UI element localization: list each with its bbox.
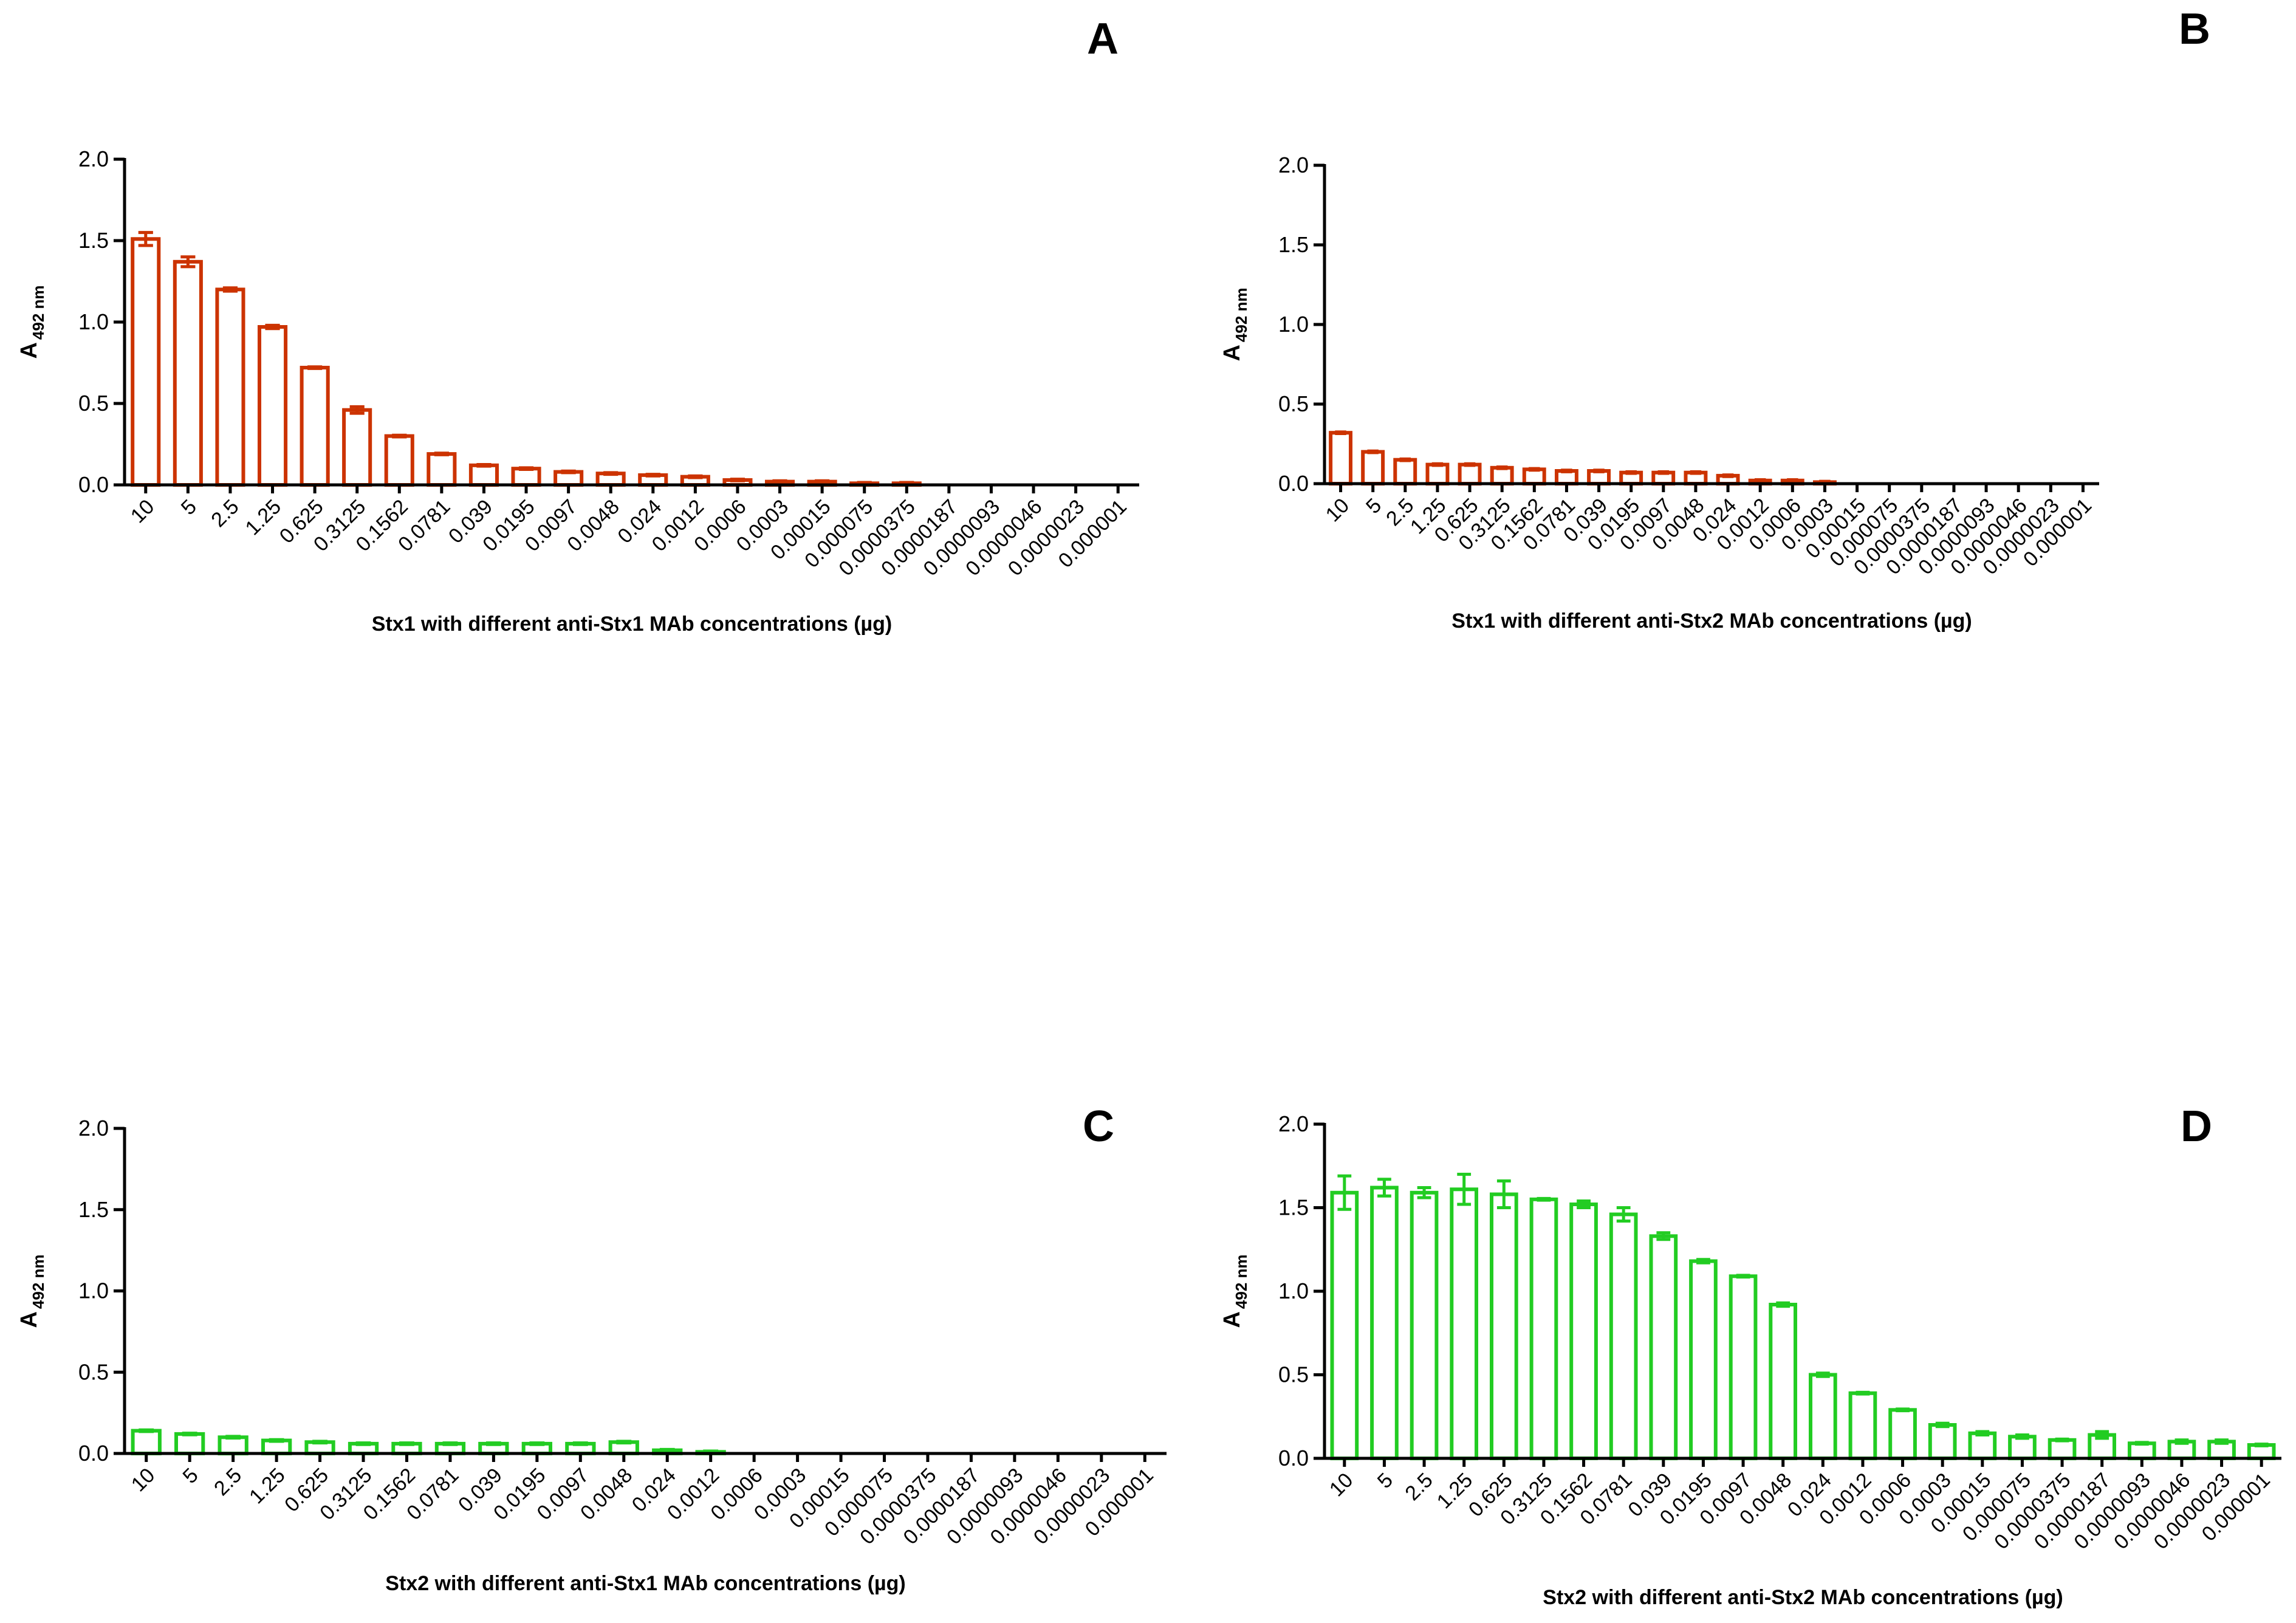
bar-6: [1569, 1203, 1598, 1460]
y-tick-label-1: 0.5: [78, 391, 109, 416]
y-axis-label-sub: 492 nm: [1232, 287, 1250, 342]
y-axis-label: A 492 nm: [1219, 287, 1250, 361]
y-tick-label-0: 0.0: [78, 472, 109, 497]
y-axis-label-main: A: [16, 1311, 42, 1328]
bar-9: [511, 467, 541, 487]
panel-letter: C: [1083, 1102, 1114, 1151]
x-tick-label-0: 10: [126, 495, 159, 528]
y-tick-label-0: 0.0: [1278, 471, 1309, 496]
y-axis-label: A 492 nm: [1219, 1254, 1250, 1328]
x-axis-label: Stx2 with different anti-Stx1 MAb concen…: [385, 1572, 905, 1595]
bar-2: [218, 1435, 248, 1456]
x-tick-label-2: 2.5: [1400, 1469, 1437, 1505]
bar-5: [1529, 1197, 1558, 1461]
bar-18: [2048, 1438, 2077, 1461]
x-tick-label-2: 2.5: [210, 1464, 246, 1500]
bar-13: [1848, 1391, 1877, 1461]
bar-1: [174, 1432, 205, 1455]
bar-11: [1769, 1303, 1798, 1460]
y-tick-label-4: 2.0: [78, 146, 109, 171]
bar-2: [1410, 1190, 1439, 1461]
y-tick-label-3: 1.5: [1278, 1195, 1309, 1220]
y-tick-label-1: 0.5: [1278, 1362, 1309, 1387]
x-tick-label-0: 10: [1325, 1469, 1358, 1501]
bar-0: [131, 1429, 162, 1456]
panel-letter: A: [1087, 15, 1119, 63]
panel-letter: B: [2179, 5, 2210, 53]
bar-0: [1329, 431, 1353, 486]
y-axis-label-sub: 492 nm: [29, 1254, 47, 1309]
bar-16: [1968, 1431, 1997, 1461]
bar-17: [2008, 1435, 2037, 1461]
y-tick-label-2: 1.0: [78, 1278, 109, 1303]
panel-a: 10 5 2.51.250.6250.31250.15620.07810.0390.…: [16, 15, 1139, 636]
x-axis-label: Stx2 with different anti-Stx2 MAb concen…: [1543, 1586, 2063, 1609]
bar-3: [1450, 1187, 1479, 1461]
y-tick-label-3: 1.5: [78, 1197, 109, 1222]
y-axis-label: A 492 nm: [16, 285, 47, 359]
bar-0: [131, 237, 161, 487]
panel-c: 10 5 2.51.250.6250.31250.15620.07810.0390.…: [16, 1102, 1167, 1595]
y-tick-label-1: 0.5: [1278, 391, 1309, 416]
bar-10: [1729, 1274, 1758, 1461]
y-tick-label-2: 1.0: [78, 309, 109, 334]
bar-8: [1649, 1234, 1678, 1461]
y-axis-label: A 492 nm: [16, 1254, 47, 1328]
y-tick-label-4: 2.0: [78, 1116, 109, 1141]
bar-3: [258, 325, 288, 487]
bar-2: [1393, 458, 1417, 486]
y-tick-label-4: 2.0: [1278, 153, 1309, 177]
bar-9: [1689, 1259, 1718, 1460]
bar-1: [1361, 450, 1385, 486]
y-tick-label-1: 0.5: [78, 1359, 109, 1384]
y-tick-label-4: 2.0: [1278, 1111, 1309, 1136]
bar-1: [1370, 1186, 1399, 1460]
y-axis-label-main: A: [16, 342, 42, 359]
bar-15: [1928, 1423, 1957, 1460]
bar-5: [342, 408, 372, 487]
y-tick-label-3: 1.5: [1278, 232, 1309, 257]
bar-4: [300, 366, 330, 487]
bar-0: [1330, 1190, 1359, 1461]
bar-5: [1490, 465, 1514, 486]
y-tick-label-2: 1.0: [1278, 312, 1309, 337]
bar-8: [468, 463, 499, 487]
x-tick-label-0: 10: [127, 1464, 160, 1497]
bar-2: [215, 287, 245, 487]
x-axis-label: Stx1 with different anti-Stx2 MAb concen…: [1451, 609, 1972, 633]
y-tick-label-3: 1.5: [78, 228, 109, 253]
x-tick-label-1: 5: [177, 495, 201, 520]
y-axis-label-main: A: [1219, 345, 1245, 361]
bar-4: [1490, 1192, 1518, 1460]
bar-1: [173, 259, 203, 487]
bar-14: [1888, 1408, 1917, 1461]
bar-12: [1809, 1373, 1837, 1460]
bar-6: [384, 434, 414, 487]
panel-b: 10 52.51.250.6250.31250.15620.07810.0390.…: [1219, 5, 2210, 633]
x-tick-label-1: 5: [1373, 1469, 1397, 1493]
panel-d: 10 5 2.51.250.6250.31250.15620.07810.0390.…: [1219, 1102, 2281, 1609]
bar-7: [1609, 1212, 1638, 1460]
bar-4: [1458, 462, 1482, 486]
y-axis-label-sub: 492 nm: [29, 285, 47, 340]
bar-7: [427, 452, 457, 487]
x-tick-label-1: 5: [179, 1464, 203, 1488]
panel-letter: D: [2181, 1102, 2212, 1151]
y-tick-label-0: 0.0: [1278, 1446, 1309, 1470]
y-axis-label-sub: 492 nm: [1232, 1254, 1250, 1309]
y-tick-label-0: 0.0: [78, 1441, 109, 1466]
x-axis-label: Stx1 with different anti-Stx1 MAb concen…: [372, 612, 892, 636]
x-tick-label-0: 10: [1321, 494, 1354, 527]
y-axis-label-main: A: [1219, 1311, 1245, 1328]
bar-3: [1425, 462, 1450, 486]
x-tick-label-2: 2.5: [207, 495, 243, 532]
y-tick-label-2: 1.0: [1278, 1278, 1309, 1303]
